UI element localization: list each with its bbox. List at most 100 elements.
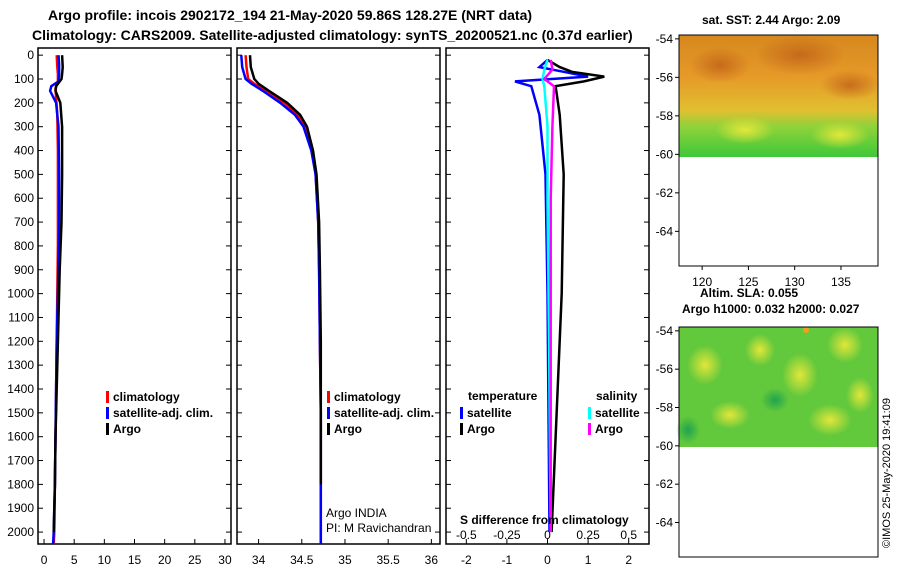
salinity-x-tick-label: 34.5 [290,553,314,567]
depth-tick-label: 400 [14,144,34,158]
sla-high-patch [745,334,775,366]
sla-map-frame [678,326,879,558]
sst-warm-patch [690,47,750,83]
temperature-panel: 0 5 10 15 20 25 300100200300400500600700800900… [7,47,232,567]
map-lat-tick-label: -54 [656,324,674,338]
legend-argo: Argo [113,422,141,436]
temperature-frame [37,47,232,545]
sla-high-patch [687,345,723,385]
map-lon-tick-label: 130 [785,275,805,289]
sla-low-patch [676,416,700,444]
depth-tick-label: 1200 [7,334,34,348]
salinity-legend: climatology satellite-adj. clim. Argo [327,390,434,436]
map-lon-tick-label: 125 [738,275,758,289]
map-lon-tick-label: 135 [831,275,851,289]
temperature-x-tick-label: 0 [41,553,48,567]
legend-swatch-s-argo [327,423,330,435]
difference-legend: temperature satellite Argo salinity sate… [460,389,640,436]
difference-xlabel: S difference from climatology [460,513,629,527]
legend-s-argo2: Argo [595,422,623,436]
sla-low-patch [761,388,789,412]
difference-t-tick-label: 1 [585,553,592,567]
legend-swatch-t-satellite [460,407,463,419]
temperature-x-tick-label: 15 [128,553,142,567]
temperature-x-tick-label: 20 [158,553,172,567]
legend-satellite-adj: satellite-adj. clim. [113,406,213,420]
depth-tick-label: 300 [14,120,34,134]
legend-swatch-climatology [106,391,109,403]
map-lat-tick-label: -62 [656,186,674,200]
legend-s-climatology: climatology [334,390,401,404]
map-lat-tick-label: -60 [656,147,674,161]
map-lat-tick-label: -54 [656,32,674,46]
difference-series-salinity-satellite [541,59,552,533]
salinity-x-tick-label: 35 [338,553,352,567]
legend-t-satellite: satellite [467,406,512,420]
map-lat-tick-label: -64 [656,516,674,530]
sla-high-patch [808,404,852,436]
map-lat-tick-label: -56 [656,362,674,376]
salinity-panel: 34 34.5 35 35.5 36 climatology satellite-adj… [236,47,441,567]
sst-cool-patch [810,121,870,149]
depth-tick-label: 1300 [7,358,34,372]
difference-s-tick-label: 0.25 [576,528,600,542]
difference-series-salinity-argo [542,59,556,533]
title-line-2: Climatology: CARS2009. Satellite-adjuste… [32,27,633,43]
sst-warm-patch [755,35,845,75]
legend-swatch-s-satellite [327,407,330,419]
sst-map-panel: sat. SST: 2.44 Argo: 2.09 -54 -56 -58 -60 -6… [656,13,880,289]
salinity-series-climatology [244,55,323,544]
map-lat-tick-label: -56 [656,70,674,84]
sla-map-panel: Altim. SLA: 0.055 Argo h1000: 0.032 h200… [656,286,879,558]
salinity-frame [236,47,441,545]
sla-high-patch [827,327,863,363]
sla-high-patch [846,377,874,413]
temperature-x-tick-label: 10 [98,553,112,567]
map-lat-tick-label: -64 [656,224,674,238]
legend-swatch-satellite [106,407,109,419]
temperature-legend: climatology satellite-adj. clim. Argo [106,390,213,436]
depth-tick-label: 2000 [7,525,34,539]
depth-tick-label: 1900 [7,501,34,515]
legend-swatch-t-argo [460,423,463,435]
map-lat-tick-label: -58 [656,109,674,123]
title-line-1: Argo profile: incois 2902172_194 21-May-… [48,7,532,23]
salinity-x-tick-label: 36 [425,553,439,567]
sst-map-title: sat. SST: 2.44 Argo: 2.09 [702,13,841,27]
difference-t-tick-label: 2 [625,553,632,567]
legend-swatch-s-climatology [327,391,330,403]
depth-tick-label: 1100 [8,310,34,324]
difference-t-tick-label: 0 [544,553,551,567]
salinity-series-argo [248,55,323,485]
difference-series-temperature-argo [546,58,605,533]
legend-s-sat: satellite [595,406,640,420]
argo-india-label: Argo INDIA [326,506,387,520]
salinity-series-satellite-adj-clim- [240,55,323,544]
legend-t-argo: Argo [467,422,495,436]
depth-tick-label: 1400 [7,382,34,396]
depth-tick-label: 700 [14,215,34,229]
depth-tick-label: 1500 [7,406,34,420]
salinity-x-tick-label: 35.5 [376,553,400,567]
sst-no-data [679,157,878,266]
depth-tick-label: 1800 [7,477,34,491]
sst-cool-patch [715,116,775,144]
map-lat-tick-label: -62 [656,477,674,491]
legend-swatch-s-argo2 [588,423,591,435]
map-lat-tick-label: -58 [656,401,674,415]
depth-tick-label: 1000 [7,287,34,301]
sla-high-patch [710,401,750,429]
sla-no-data [679,447,878,557]
temperature-x-tick-label: 30 [218,553,232,567]
depth-tick-label: 600 [14,191,34,205]
sla-title-1: Altim. SLA: 0.055 [700,286,798,300]
legend-salinity-title: salinity [596,389,638,403]
legend-climatology: climatology [113,390,180,404]
depth-tick-label: 900 [14,263,34,277]
temperature-series-argo [52,55,64,533]
salinity-x-tick-label: 34 [252,553,266,567]
difference-s-tick-label: -0.25 [493,528,521,542]
legend-swatch-s-sat [588,407,591,419]
depth-tick-label: 1700 [7,454,34,468]
depth-tick-label: 0 [27,48,34,62]
